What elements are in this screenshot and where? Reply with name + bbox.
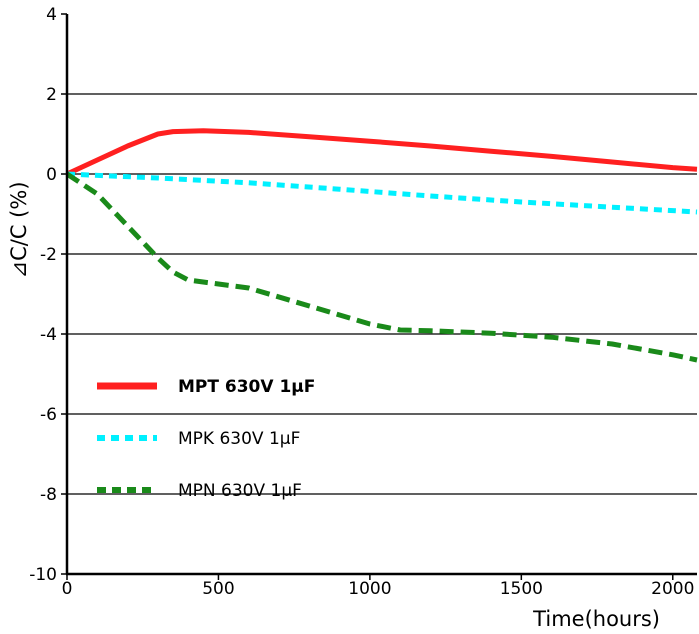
y-tick-label-0: 4 bbox=[46, 5, 57, 25]
legend-label-0: MPT 630V 1µF bbox=[178, 377, 315, 397]
series-line-2 bbox=[65, 171, 698, 363]
series-lines bbox=[65, 128, 698, 363]
legend: MPT 630V 1µF MPK 630V 1µF MPN 630V 1µF bbox=[97, 377, 315, 501]
axes bbox=[65, 14, 697, 576]
legend-label-1: MPK 630V 1µF bbox=[178, 429, 300, 449]
y-tick-label-5: -6 bbox=[40, 405, 57, 425]
x-tick-label-4: 2000 bbox=[651, 579, 694, 599]
y-tick-label-2: 0 bbox=[46, 165, 57, 185]
y-tick-label-1: 2 bbox=[46, 85, 57, 105]
x-tick-label-2: 1000 bbox=[348, 579, 391, 599]
x-axis-label: Time(hours) bbox=[532, 607, 660, 631]
series-line-1 bbox=[66, 171, 698, 215]
series-line-0 bbox=[65, 128, 698, 177]
y-tick-label-3: -2 bbox=[40, 245, 57, 265]
tick-labels: 420-2-4-6-8-100 500 1000 1500 2000 bbox=[29, 5, 694, 599]
y-tick-label-7: -10 bbox=[29, 565, 57, 585]
x-tick-label-0: 0 bbox=[62, 579, 73, 599]
legend-label-2: MPN 630V 1µF bbox=[178, 481, 302, 501]
grid-lines bbox=[67, 93, 697, 495]
y-axis-label: ⊿C/C (%) bbox=[7, 181, 31, 278]
y-tick-label-6: -8 bbox=[40, 485, 57, 505]
x-tick-label-3: 1500 bbox=[500, 579, 543, 599]
y-tick-label-4: -4 bbox=[40, 325, 57, 345]
x-tick-label-1: 500 bbox=[202, 579, 234, 599]
